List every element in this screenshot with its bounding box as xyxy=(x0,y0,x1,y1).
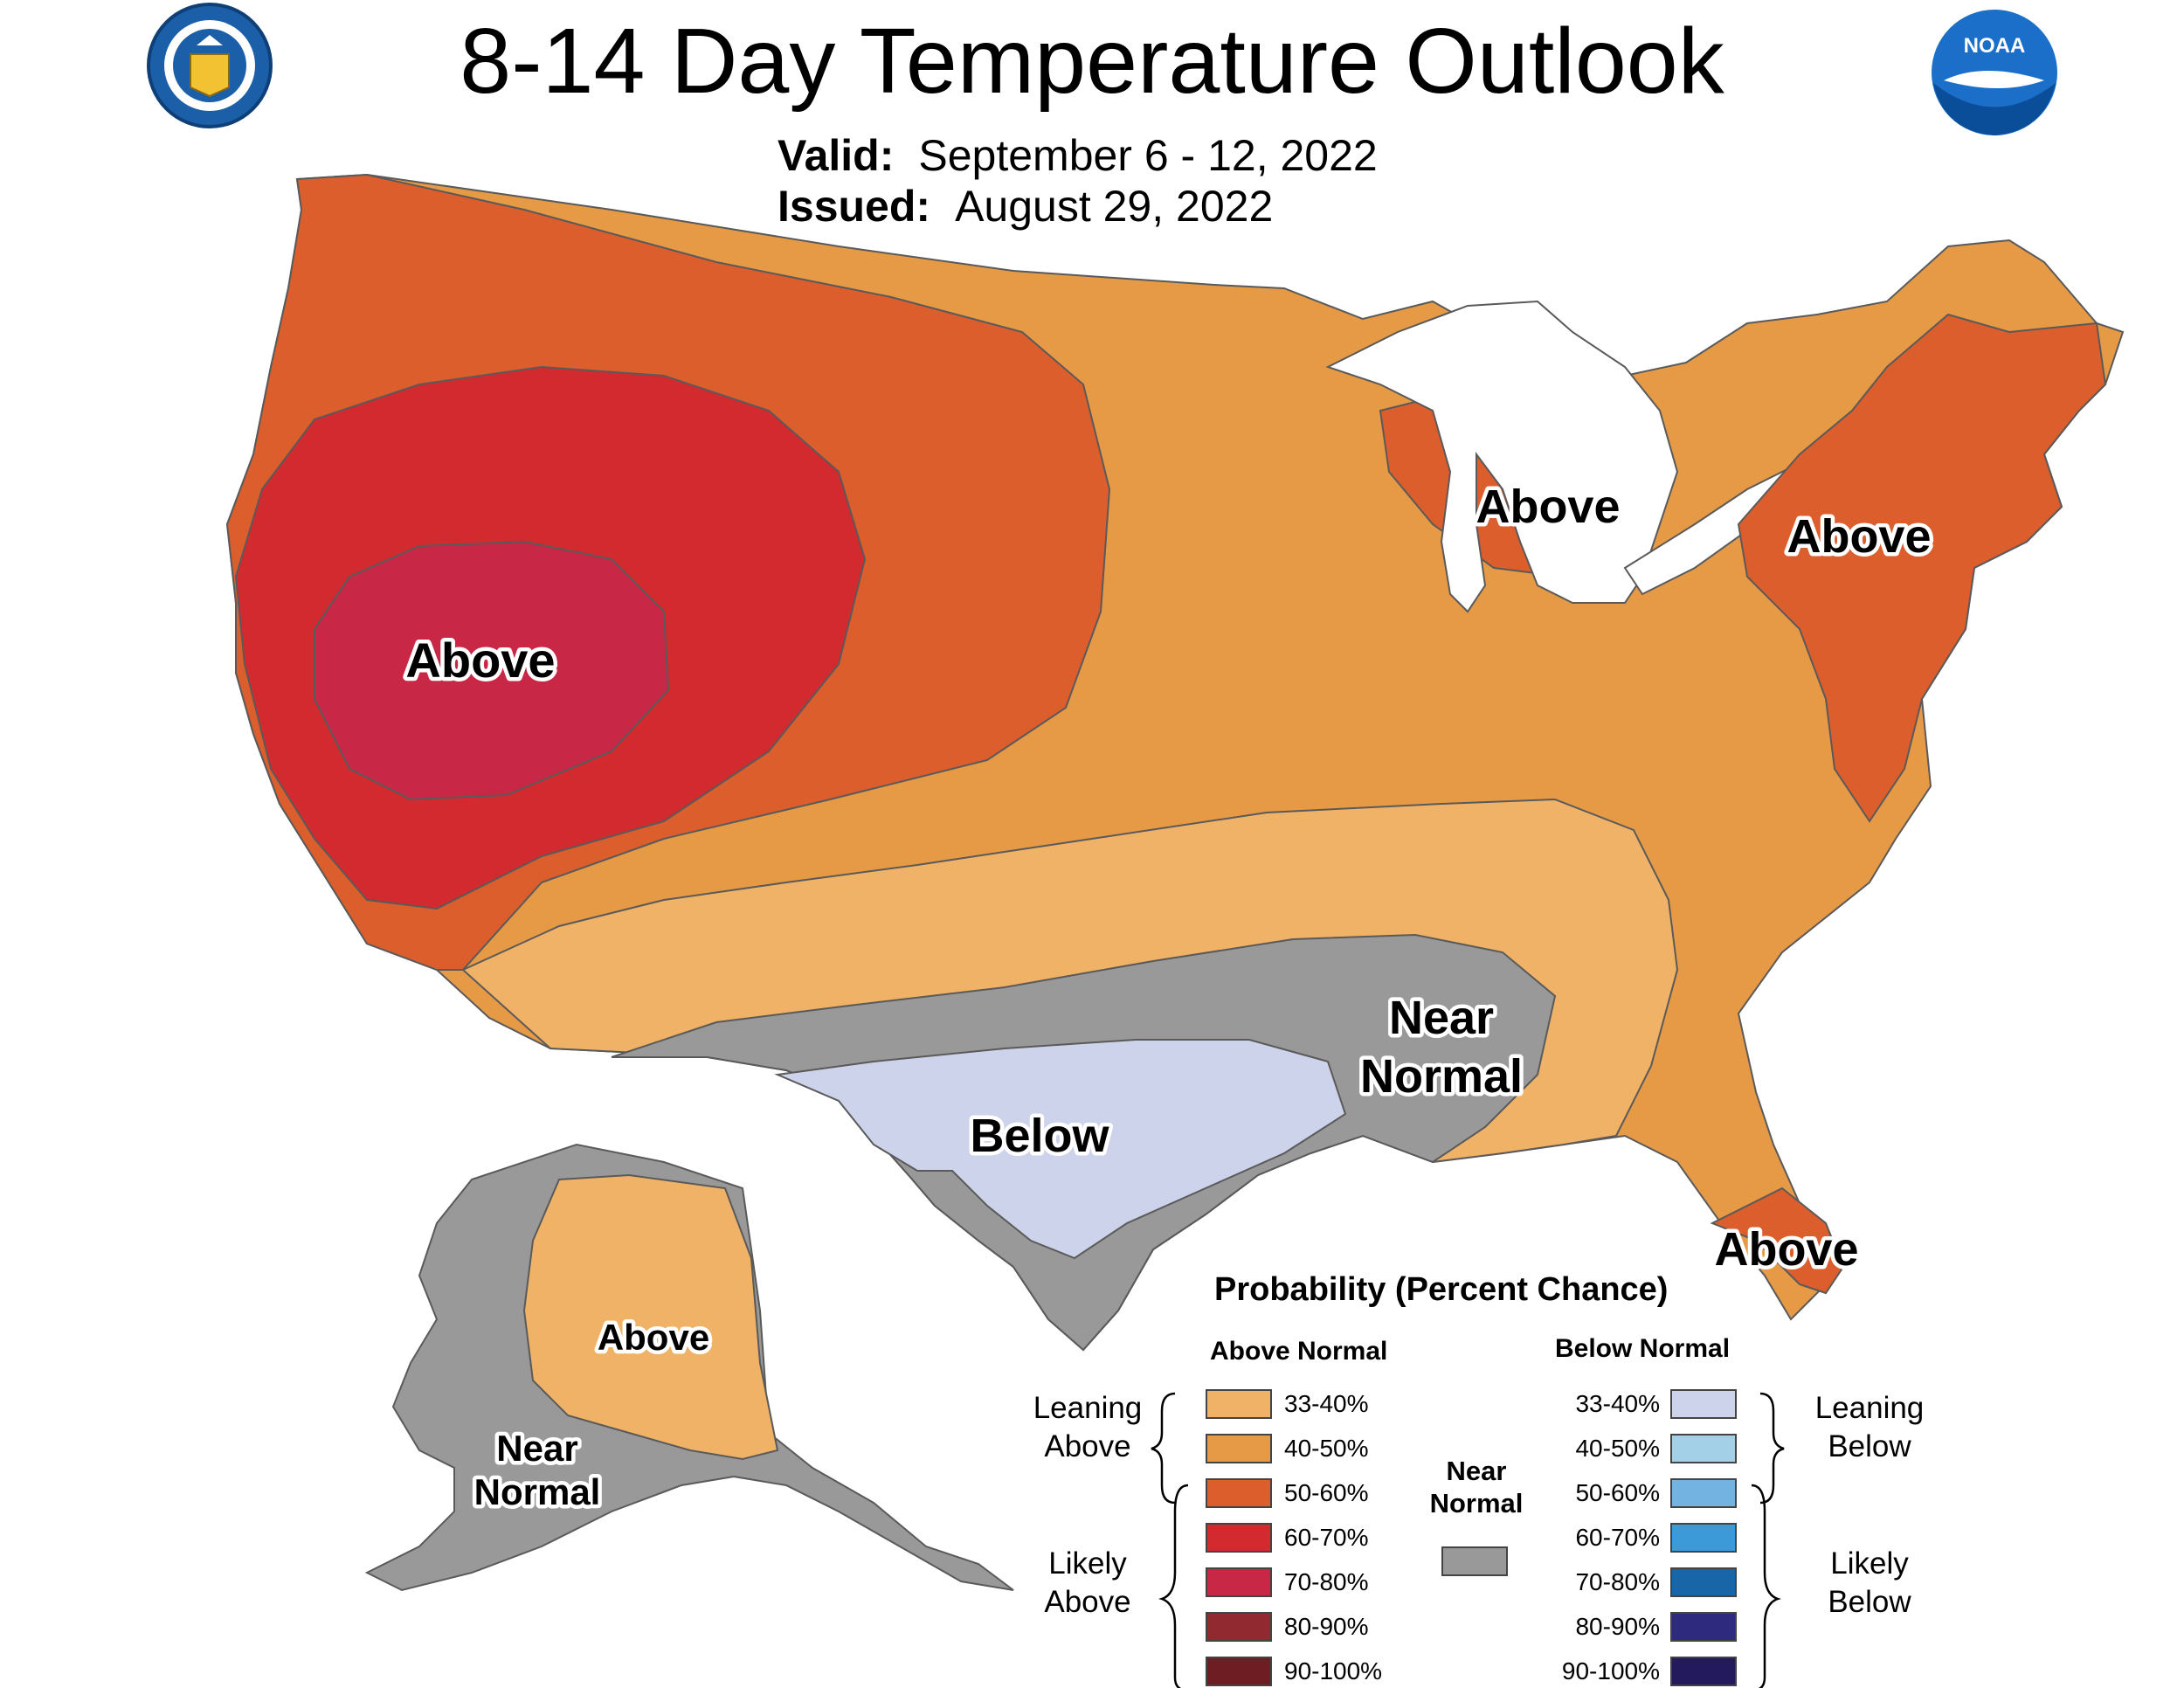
above-swatch-6 xyxy=(1206,1657,1272,1686)
above-range-label-1: 40-50% xyxy=(1284,1435,1369,1463)
below-swatch-3 xyxy=(1670,1523,1737,1553)
label-alaska-normal: Normal xyxy=(474,1471,601,1512)
likely-below-line1: Likely xyxy=(1800,1545,1939,1583)
doc-seal-icon xyxy=(149,4,271,127)
below-swatch-4 xyxy=(1670,1567,1737,1597)
above-swatch-1 xyxy=(1206,1434,1272,1463)
legend-below-header: Below Normal xyxy=(1555,1334,1730,1364)
below-range-label-1: 40-50% xyxy=(1538,1435,1660,1463)
leaning-above-line2: Above xyxy=(1018,1428,1158,1466)
above-range-label-2: 50-60% xyxy=(1284,1479,1369,1507)
leaning-above-line1: Leaning xyxy=(1018,1389,1158,1428)
legend-near-normal-swatch xyxy=(1441,1546,1508,1576)
above-swatch-2 xyxy=(1206,1478,1272,1508)
below-swatch-5 xyxy=(1670,1612,1737,1642)
above-range-label-0: 33-40% xyxy=(1284,1390,1369,1418)
label-normal: Normal xyxy=(1360,1050,1523,1103)
label-northeast-above: Above xyxy=(1787,510,1931,563)
label-great-lakes-above: Above xyxy=(1476,481,1620,533)
below-swatch-6 xyxy=(1670,1657,1737,1686)
near-normal-line2: Normal xyxy=(1411,1487,1542,1519)
below-swatch-2 xyxy=(1670,1478,1737,1508)
svg-text:NOAA: NOAA xyxy=(1964,34,2026,58)
below-range-label-6: 90-100% xyxy=(1538,1657,1660,1685)
noaa-logo-icon: NOAA xyxy=(1932,10,2057,135)
below-range-label-4: 70-80% xyxy=(1538,1568,1660,1596)
label-texas-below: Below xyxy=(970,1110,1109,1162)
label-near: Near xyxy=(1389,992,1494,1044)
label-florida-above: Above xyxy=(1714,1223,1858,1276)
legend-leaning-below: Leaning Below xyxy=(1800,1389,1939,1466)
legend-above-header: Above Normal xyxy=(1210,1337,1387,1366)
label-alaska-above: Above xyxy=(598,1317,709,1358)
above-swatch-3 xyxy=(1206,1523,1272,1553)
label-alaska-near: Near xyxy=(496,1428,577,1469)
above-range-label-4: 70-80% xyxy=(1284,1568,1369,1596)
below-swatch-1 xyxy=(1670,1434,1737,1463)
legend-likely-below: Likely Below xyxy=(1800,1545,1939,1622)
below-swatch-0 xyxy=(1670,1389,1737,1419)
above-range-label-5: 80-90% xyxy=(1284,1613,1369,1641)
near-normal-line1: Near xyxy=(1411,1455,1542,1487)
below-range-label-3: 60-70% xyxy=(1538,1524,1660,1552)
below-range-label-2: 50-60% xyxy=(1538,1479,1660,1507)
legend-near-normal: Near Normal xyxy=(1411,1455,1542,1519)
legend-leaning-above: Leaning Above xyxy=(1018,1389,1158,1466)
legend-title: Probability (Percent Chance) xyxy=(1214,1271,1668,1309)
above-swatch-5 xyxy=(1206,1612,1272,1642)
leaning-below-line1: Leaning xyxy=(1800,1389,1939,1428)
likely-above-line2: Above xyxy=(1018,1583,1158,1622)
above-swatch-0 xyxy=(1206,1389,1272,1419)
above-swatch-4 xyxy=(1206,1567,1272,1597)
below-range-label-0: 33-40% xyxy=(1538,1390,1660,1418)
likely-below-line2: Below xyxy=(1800,1583,1939,1622)
likely-above-line1: Likely xyxy=(1018,1545,1158,1583)
legend-likely-above: Likely Above xyxy=(1018,1545,1158,1622)
leaning-below-line2: Below xyxy=(1800,1428,1939,1466)
label-west-above: Above xyxy=(405,633,555,688)
above-range-label-6: 90-100% xyxy=(1284,1657,1382,1685)
below-range-label-5: 80-90% xyxy=(1538,1613,1660,1641)
above-range-label-3: 60-70% xyxy=(1284,1524,1369,1552)
